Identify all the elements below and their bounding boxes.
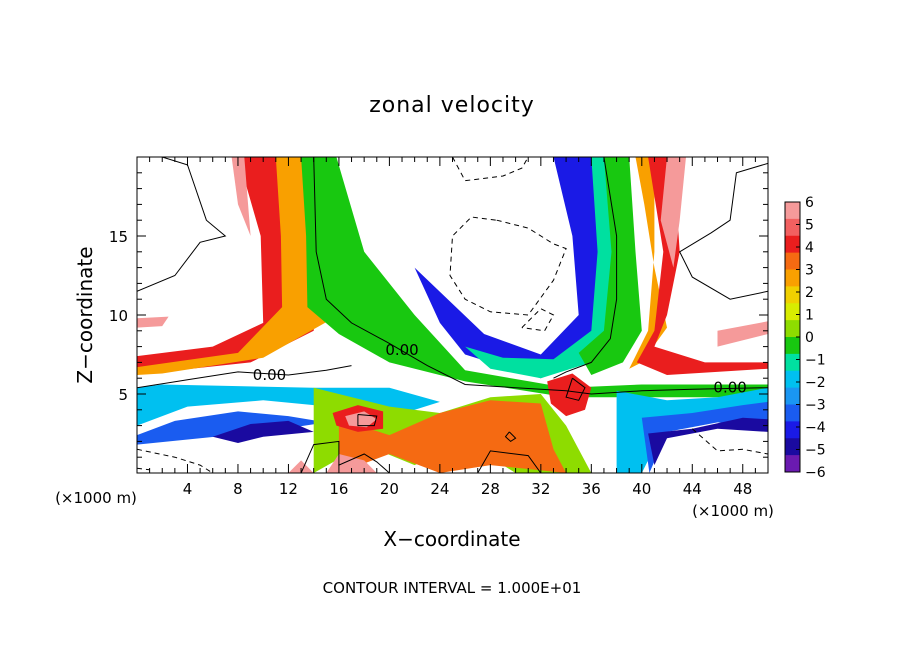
x-unit-label-left: (×1000 m) [55,489,137,507]
contour-line-13 [137,448,213,473]
contour-line-9 [357,414,378,427]
colorbar-swatch [785,320,800,338]
colorbar-swatch [785,303,800,321]
band-left-low-cyan [137,384,440,426]
contour-line-0 [313,157,768,395]
contour-label: 0.00 [385,341,418,359]
colorbar-swatch [785,353,800,372]
contour-line-4 [679,162,768,300]
x-tick-label: 32 [531,480,550,498]
contour-label: 0.00 [253,366,286,384]
y-axis: 5 10 15 [109,172,768,458]
colorbar-swatch [785,202,800,220]
y-axis-label: Z−coordinate [73,246,97,383]
colorbar-swatch [785,404,800,422]
band-left-top-pink [231,157,251,236]
x-tick-label: 4 [183,480,193,498]
colorbar: 6 5 4 3 2 1 0 −1 −2 −3 −4 −5 −6 [784,195,826,481]
contour-line-8 [565,377,586,401]
x-tick-label: 36 [582,480,601,498]
colorbar-swatch [785,269,800,287]
band-right-column-orange [622,157,667,369]
band-right-top-pink [660,157,686,268]
x-tick-label: 20 [380,480,399,498]
y-tick-label: 15 [109,228,128,246]
band-left-column-orange [137,157,339,375]
x-tick-label: 48 [733,480,752,498]
band-left-low-purple [212,420,314,443]
colorbar-swatch [785,286,800,304]
colorbar-label: 4 [805,240,814,256]
colorbar-label: −3 [805,398,826,414]
x-tick-label: 24 [430,480,449,498]
x-tick-label: 28 [481,480,500,498]
contour-line-15 [137,467,150,471]
band-center-orange-bottom [338,400,567,473]
colorbar-label: −5 [805,443,826,459]
x-tick-label: 12 [279,480,298,498]
contour-line-7 [504,431,517,443]
band-left-column-green [301,157,768,398]
contour-labels: 0.00 0.00 0.00 [253,341,747,397]
y-tick-label: 10 [109,307,128,325]
chart-title: zonal velocity [369,93,535,118]
colorbar-label: −6 [805,465,826,481]
colorbar-label: 2 [805,285,814,301]
band-right-column-green [578,157,642,375]
colorbar-label: −1 [805,353,826,369]
colorbar-swatch [785,438,800,456]
contour-label: 0.00 [713,379,746,397]
colorbar-label: 5 [805,218,814,234]
band-right-edge-pink [717,321,768,347]
contour-line-3 [553,157,618,379]
colorbar-swatch [785,421,800,439]
contour-interval-note: CONTOUR INTERVAL = 1.000E+01 [323,579,582,597]
colorbar-label: 6 [805,195,814,211]
contour-lines [137,157,768,473]
contour-line-1 [137,365,352,389]
colorbar-label: 1 [805,308,814,324]
colorbar-label: 0 [805,330,814,346]
contour-line-14 [691,428,768,455]
y-tick-label: 5 [118,386,128,404]
x-tick-label: 40 [632,480,651,498]
x-unit-label-right: (×1000 m) [692,502,774,520]
colorbar-swatch [785,387,800,405]
contour-line-12 [521,308,555,332]
colorbar-label: −2 [805,375,826,391]
colorbar-swatch [785,455,800,473]
colorbar-swatch [785,218,800,237]
contour-line-10 [452,157,529,182]
x-tick-label: 8 [233,480,243,498]
contour-line-6 [477,450,542,473]
x-tick-label: 44 [683,480,702,498]
band-right-column-blue [414,157,617,379]
velocity-field [137,157,768,473]
colorbar-swatch [785,252,800,270]
colorbar-label: −4 [805,420,826,436]
colorbar-label: 3 [805,263,814,279]
x-tick-label: 16 [329,480,348,498]
band-bottom-pink-left [288,454,377,473]
band-left-edge-pink [137,316,169,328]
contour-line-11 [449,216,567,316]
band-right-low-purple [648,417,768,466]
colorbar-swatch [785,370,800,389]
colorbar-swatch [785,337,800,355]
x-axis-label: X−coordinate [383,527,520,551]
band-left-low-blue [137,411,327,445]
colorbar-swatch [785,235,800,254]
x-axis: 4 8 12 16 20 24 28 32 36 40 44 48 [149,157,756,498]
